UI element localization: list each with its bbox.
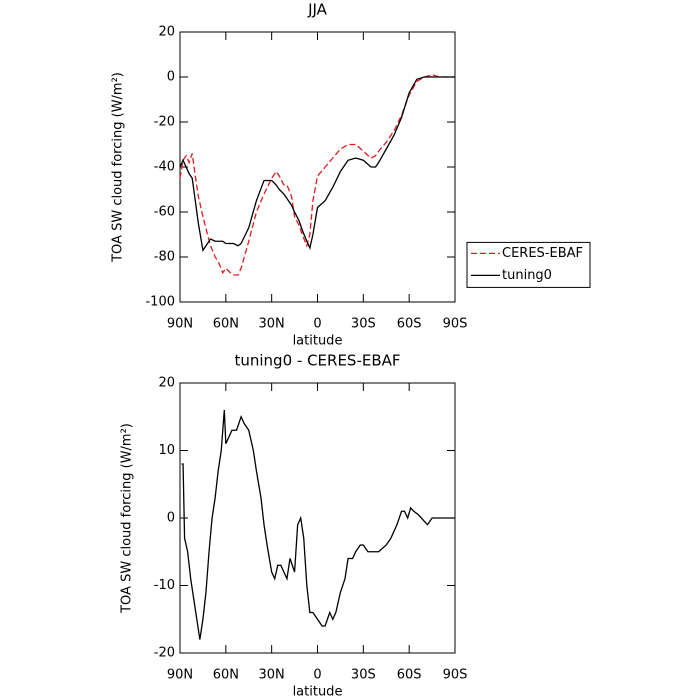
legend-label: CERES-EBAF xyxy=(502,246,583,261)
x-tick-label: 90S xyxy=(443,668,468,683)
plot-frame xyxy=(179,31,456,303)
y-tick-label: 0 xyxy=(167,511,175,526)
x-tick-label: 0 xyxy=(313,668,321,683)
x-tick-label: 60S xyxy=(397,668,422,683)
x-tick-label: 90S xyxy=(443,317,468,332)
x-axis-label: latitude xyxy=(293,685,343,700)
data-line xyxy=(179,74,455,276)
y-tick-label: -10 xyxy=(154,578,175,593)
y-tick-label: -60 xyxy=(154,205,175,220)
x-tick-label: 30N xyxy=(259,668,285,683)
x-tick-label: 30N xyxy=(259,317,285,332)
legend-label: tuning0 xyxy=(502,268,552,283)
y-tick-label: -20 xyxy=(154,646,175,661)
y-axis-label: TOA SW cloud forcing (W/m²) xyxy=(120,423,135,614)
x-tick-label: 90N xyxy=(167,317,193,332)
x-tick-label: 90N xyxy=(167,668,193,683)
data-line xyxy=(179,76,455,252)
x-tick-label: 30S xyxy=(351,668,376,683)
x-tick-label: 60N xyxy=(213,668,239,683)
x-tick-label: 0 xyxy=(313,317,321,332)
chart-title: JJA xyxy=(307,1,328,19)
legend-box xyxy=(466,241,591,288)
y-tick-label: -40 xyxy=(154,160,175,175)
y-tick-label: 20 xyxy=(158,376,175,391)
x-tick-label: 60N xyxy=(213,317,239,332)
y-tick-label: 0 xyxy=(167,70,175,85)
y-tick-label: -80 xyxy=(154,250,175,265)
plot-frame xyxy=(179,382,456,654)
y-tick-label: -100 xyxy=(145,295,175,310)
x-tick-label: 60S xyxy=(397,317,422,332)
data-line xyxy=(181,409,455,640)
y-tick-label: 10 xyxy=(158,443,175,458)
x-axis-label: latitude xyxy=(293,334,343,349)
y-tick-label: 20 xyxy=(158,25,175,40)
chart-title: tuning0 - CERES-EBAF xyxy=(234,352,400,370)
y-tick-label: -20 xyxy=(154,115,175,130)
y-axis-label: TOA SW cloud forcing (W/m²) xyxy=(111,72,126,263)
x-tick-label: 30S xyxy=(351,317,376,332)
